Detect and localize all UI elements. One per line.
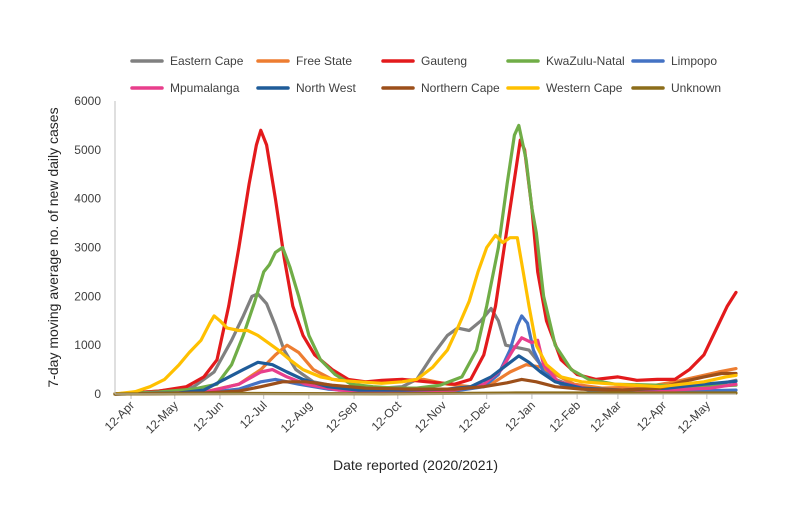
x-tick-label: 12-Apr — [634, 398, 669, 433]
series-line-western-cape — [113, 233, 738, 396]
series-line-kwazulu-natal — [113, 123, 738, 396]
legend-label-northern-cape: Northern Cape — [421, 81, 500, 95]
series-lines — [113, 123, 738, 396]
x-tick-label: 12-Nov — [412, 398, 449, 435]
y-tick-label: 3000 — [74, 241, 101, 255]
x-axis-ticks: 12-Apr 12-May 12-Jun 12-Jul 12-Aug 12-Sep 12-O… — [102, 394, 713, 436]
x-tick-label: 12-Jan — [502, 398, 538, 434]
series-line-gauteng — [113, 128, 738, 396]
x-tick-label: 12-Jul — [237, 398, 270, 431]
y-tick-label: 6000 — [74, 94, 101, 108]
legend-label-free-state: Free State — [296, 54, 352, 68]
y-tick-label: 1000 — [74, 338, 101, 352]
y-tick-label: 4000 — [74, 192, 101, 206]
x-axis-title: Date reported (2020/2021) — [333, 457, 498, 473]
legend: Eastern Cape Free State Gauteng KwaZulu-Nat… — [130, 54, 721, 95]
x-tick-label: 12-May — [675, 398, 713, 436]
x-tick-label: 12-May — [143, 398, 181, 436]
y-axis-ticks: 0 1000 2000 3000 4000 5000 6000 — [74, 94, 101, 401]
x-tick-label: 12-Oct — [369, 398, 405, 434]
x-tick-label: 12-Jun — [190, 398, 226, 434]
legend-label-unknown: Unknown — [671, 81, 721, 95]
x-tick-label: 12-Feb — [546, 398, 583, 435]
y-tick-label: 2000 — [74, 289, 101, 303]
x-tick-label: 12-Aug — [278, 398, 315, 435]
legend-label-kwazulu-natal: KwaZulu-Natal — [546, 54, 625, 68]
x-tick-label: 12-Mar — [587, 398, 624, 435]
legend-label-mpumalanga: Mpumalanga — [170, 81, 240, 95]
y-axis-title: 7-day moving average no. of new daily ca… — [45, 107, 61, 387]
x-tick-label: 12-Dec — [456, 398, 493, 435]
y-tick-label: 5000 — [74, 143, 101, 157]
y-tick-label: 0 — [94, 387, 101, 401]
legend-label-western-cape: Western Cape — [546, 81, 623, 95]
legend-label-eastern-cape: Eastern Cape — [170, 54, 244, 68]
x-tick-label: 12-Apr — [102, 398, 137, 433]
legend-label-gauteng: Gauteng — [421, 54, 467, 68]
x-tick-label: 12-Sep — [323, 398, 360, 435]
legend-label-limpopo: Limpopo — [671, 54, 717, 68]
legend-label-north-west: North West — [296, 81, 356, 95]
